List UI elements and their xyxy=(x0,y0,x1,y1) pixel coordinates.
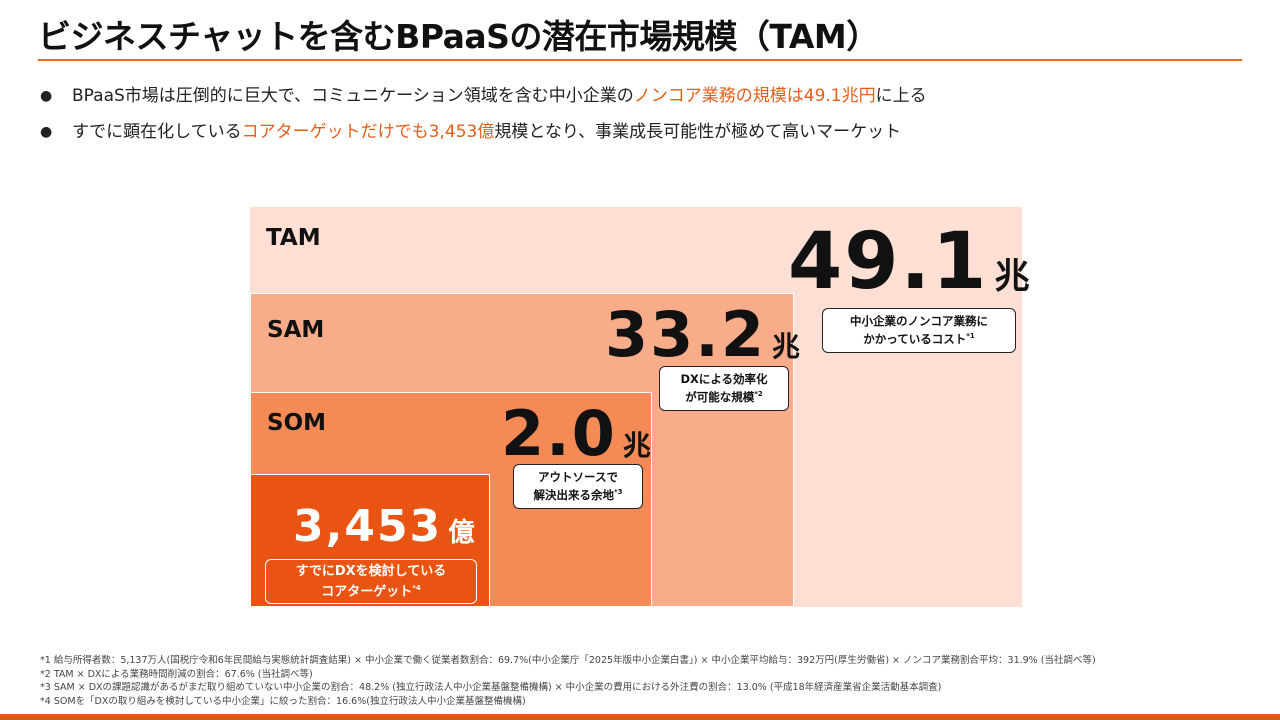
bottom-accent-bar xyxy=(0,714,1280,720)
bullet-highlight: ノンコア業務の規模は49.1兆円 xyxy=(633,86,876,106)
core-target-value: 3,453 億 xyxy=(293,501,475,552)
som-note: アウトソースで 解決出来る余地*3 xyxy=(513,464,643,509)
bullet-item: BPaaS市場は圧倒的に巨大で、コミュニケーション領域を含む中小企業のノンコア業… xyxy=(38,84,927,120)
bullet-text: に上る xyxy=(875,86,927,106)
bullet-text: 規模となり、事業成長可能性が極めて高いマーケット xyxy=(494,122,902,142)
tam-value: 49.1 兆 xyxy=(788,217,1030,307)
core-target-note: すでにDXを検討している コアターゲット*4 xyxy=(265,559,477,605)
market-size-diagram: TAM 49.1 兆 中小企業のノンコア業務に かかっているコスト*1 SAM 33… xyxy=(250,207,1030,607)
page-title: ビジネスチャットを含むBPaaSの潜在市場規模（TAM） xyxy=(38,17,879,56)
sam-value: 33.2 兆 xyxy=(605,298,800,371)
bullet-item: すでに顕在化しているコアターゲットだけでも3,453億規模となり、事業成長可能性… xyxy=(38,120,927,156)
som-label: SOM xyxy=(267,410,327,436)
title-divider xyxy=(38,59,1242,61)
footnotes: *1 給与所得者数：5,137万人(国税庁令和6年民間給与実態統計調査結果) ×… xyxy=(40,654,1096,708)
tam-note: 中小企業のノンコア業務に かかっているコスト*1 xyxy=(822,308,1016,353)
bullet-list: BPaaS市場は圧倒的に巨大で、コミュニケーション領域を含む中小企業のノンコア業… xyxy=(38,84,927,156)
bullet-text: BPaaS市場は圧倒的に巨大で、コミュニケーション領域を含む中小企業の xyxy=(72,86,634,106)
core-target-box: 3,453 億 すでにDXを検討している コアターゲット*4 xyxy=(250,474,490,607)
sam-note: DXによる効率化 が可能な規模*2 xyxy=(659,366,789,411)
footnote: *1 給与所得者数：5,137万人(国税庁令和6年民間給与実態統計調査結果) ×… xyxy=(40,655,1096,666)
bullet-text: すでに顕在化している xyxy=(72,122,242,142)
tam-label: TAM xyxy=(266,225,321,251)
footnote: *2 TAM × DXによる業務時間削減の割合：67.6% (当社調べ等) xyxy=(40,668,313,680)
footnote: *4 SOMを「DXの取り組みを検討している中小企業」に絞った割合：16.6%(… xyxy=(40,695,526,707)
sam-label: SAM xyxy=(267,317,325,343)
footnote: *3 SAM × DXの課題認識があるがまだ取り組めていない中小企業の割合：48… xyxy=(40,682,942,693)
bullet-highlight: コアターゲットだけでも3,453億 xyxy=(241,122,495,142)
som-value: 2.0 兆 xyxy=(501,397,651,470)
